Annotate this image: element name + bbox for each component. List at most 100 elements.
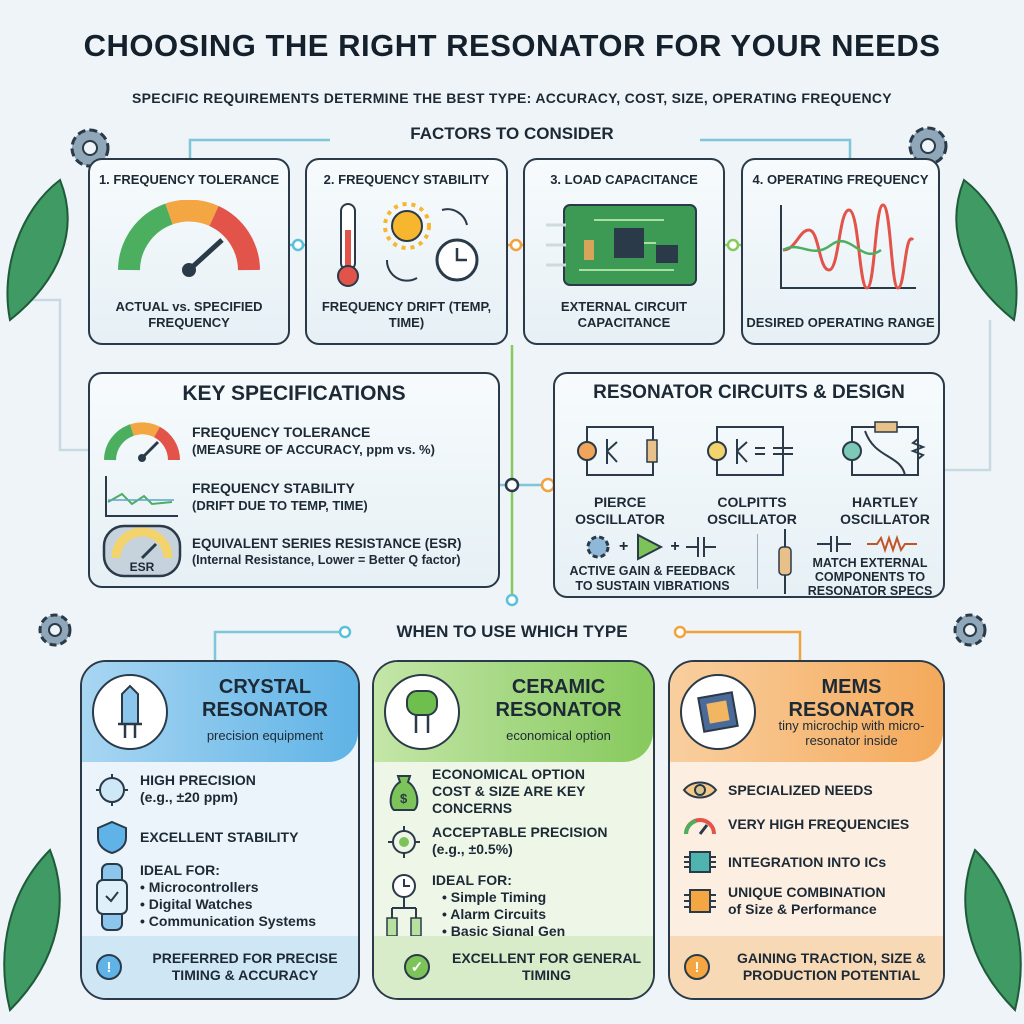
plus-sign: +: [670, 538, 680, 555]
point-title: INTEGRATION INTO ICs: [728, 853, 887, 870]
gear-icon: [953, 613, 987, 647]
warning-icon: !: [684, 954, 710, 980]
gain-feedback-text: ACTIVE GAIN & FEEDBACK TO SUSTAIN VIBRAT…: [569, 564, 736, 593]
line-graph-icon: [105, 476, 178, 517]
gear-icon: [38, 613, 72, 647]
type-footer: PREFERRED FOR PRECISE TIMING & ACCURACY: [152, 950, 338, 983]
factors-heading: FACTORS TO CONSIDER: [410, 124, 614, 143]
circuits-heading: RESONATOR CIRCUITS & DESIGN: [593, 382, 905, 403]
capacitor-icon: [685, 537, 716, 557]
resistor-icon: [778, 529, 792, 594]
leaf-icon: [955, 178, 1018, 322]
colpitts-oscillator-label: COLPITTS OSCILLATOR: [707, 494, 797, 527]
factor-title: 4. OPERATING FREQUENCY: [752, 172, 929, 187]
spec-sub: (MEASURE OF ACCURACY, ppm vs. %): [192, 442, 435, 457]
match-components-text: MATCH EXTERNAL COMPONENTS TO RESONATOR S…: [807, 556, 933, 598]
point-note: (e.g., ±20 ppm): [140, 789, 238, 805]
capacitor-inductor-icon: [817, 534, 917, 554]
precision-dial-icon: [96, 774, 128, 806]
factor-title: 3. LOAD CAPACITANCE: [550, 172, 698, 187]
spec-sub: (DRIFT DUE TO TEMP, TIME): [192, 498, 368, 513]
gauge-icon: [118, 200, 260, 277]
hartley-oscillator-schematic-icon: [842, 421, 926, 476]
divider: [757, 534, 758, 589]
smartwatch-icon: [96, 863, 128, 931]
ideal-for-label: IDEAL FOR:: [432, 872, 512, 888]
type-name: MEMS RESONATOR: [788, 676, 915, 721]
ideal-item: Alarm Circuits: [442, 906, 565, 923]
pierce-oscillator-schematic-icon: [577, 426, 658, 476]
spec-sub: (Internal Resistance, Lower = Better Q f…: [192, 553, 461, 567]
factor-desc: EXTERNAL CIRCUIT CAPACITANCE: [560, 299, 688, 330]
esr-badge: ESR: [129, 560, 155, 574]
factor-title: 2. FREQUENCY STABILITY: [323, 172, 490, 187]
check-icon: ✓: [404, 954, 430, 980]
ic-chip-icon: [684, 889, 716, 913]
type-name: CRYSTAL RESONATOR: [202, 676, 328, 721]
page-title: CHOOSING THE RIGHT RESONATOR FOR YOUR NE…: [83, 28, 941, 63]
point-title: EXCELLENT STABILITY: [140, 828, 299, 845]
point-title: VERY HIGH FREQUENCIES: [728, 815, 910, 832]
money-bag-icon: $: [389, 775, 419, 811]
circuit-board-icon: [546, 204, 697, 286]
factor-card-load-capacitance: 3. LOAD CAPACITANCE EXTERNAL CIRCUIT CAP…: [523, 158, 725, 345]
ideal-item: Digital Watches: [140, 896, 316, 913]
ideal-for-label: IDEAL FOR:: [140, 862, 220, 878]
point-title: ECONOMICAL OPTION COST & SIZE ARE KEY CO…: [432, 766, 586, 816]
gauge-icon: [684, 818, 716, 835]
leaf-icon: [964, 848, 1022, 1012]
ideal-item: Communication Systems: [140, 913, 316, 930]
eye-icon: [682, 781, 718, 799]
leaf-icon: [3, 848, 61, 1012]
ic-chip-icon: [684, 851, 716, 873]
crystal-resonator-card: CRYSTAL RESONATOR precision equipment HI…: [80, 660, 360, 1000]
plus-sign: +: [619, 538, 629, 555]
key-specifications-panel: KEY SPECIFICATIONS FREQUENCY TOLERANCE (M…: [88, 372, 500, 588]
point-note: (e.g., ±0.5%): [432, 841, 513, 857]
point-title: SPECIALIZED NEEDS: [728, 781, 873, 798]
factor-card-frequency-tolerance: 1. FREQUENCY TOLERANCE ACTUAL vs. SPECIF…: [88, 158, 290, 345]
point-title: HIGH PRECISION: [140, 772, 256, 788]
resonator-circuits-panel: RESONATOR CIRCUITS & DESIGN PIERCE OSCIL…: [553, 372, 945, 598]
colpitts-oscillator-schematic-icon: [707, 426, 793, 476]
point-title: UNIQUE COMBINATION: [728, 884, 886, 900]
type-footer: GAINING TRACTION, SIZE & PRODUCTION POTE…: [737, 950, 926, 983]
leaf-icon: [6, 178, 69, 322]
amplifier-icon: [637, 533, 664, 561]
info-icon: !: [96, 954, 122, 980]
ideal-item: Basic Signal Gen: [442, 923, 565, 940]
waveform-icon: [779, 203, 916, 290]
factor-desc: FREQUENCY DRIFT (TEMP, TIME): [321, 299, 492, 330]
factor-card-operating-frequency: 4. OPERATING FREQUENCY DESIRED OPERATING…: [741, 158, 940, 345]
crystal-icon: [92, 674, 168, 750]
point-note: of Size & Performance: [728, 901, 877, 917]
thermometer-sun-clock-icon: [336, 202, 478, 287]
factor-desc: DESIRED OPERATING RANGE: [746, 315, 935, 330]
factor-desc: ACTUAL vs. SPECIFIED FREQUENCY: [115, 299, 263, 330]
types-heading: WHEN TO USE WHICH TYPE: [396, 622, 628, 641]
type-subtitle: economical option: [506, 728, 611, 743]
type-footer: EXCELLENT FOR GENERAL TIMING: [451, 950, 641, 983]
gear-icon: [586, 535, 610, 559]
spec-title: FREQUENCY TOLERANCE: [192, 424, 371, 440]
microchip-icon: [680, 674, 756, 750]
type-subtitle: tiny microchip with micro-resonator insi…: [778, 718, 925, 748]
shield-icon: [97, 820, 127, 854]
svg-text:$: $: [400, 791, 408, 806]
gain-feedback-icons: + +: [583, 532, 716, 562]
gear-icon: [908, 126, 948, 166]
gauge-icon: [104, 422, 180, 462]
ideal-item: Simple Timing: [442, 889, 565, 906]
gear-icon: [70, 128, 110, 168]
type-subtitle: precision equipment: [206, 728, 324, 743]
ideal-item: Microcontrollers: [140, 879, 316, 896]
point-title: ACCEPTABLE PRECISION: [432, 824, 608, 840]
mems-resonator-card: MEMS RESONATOR tiny microchip with micro…: [668, 660, 945, 1000]
factor-title: 1. FREQUENCY TOLERANCE: [98, 172, 280, 187]
esr-gauge-icon: ESR: [102, 524, 182, 578]
ceramic-resonator-card: CERAMIC RESONATOR economical option $ ECO…: [372, 660, 655, 1000]
ceramic-component-icon: [384, 674, 460, 750]
pierce-oscillator-label: PIERCE OSCILLATOR: [575, 494, 665, 527]
timer-circuit-icon: [386, 874, 422, 937]
spec-title: EQUIVALENT SERIES RESISTANCE (ESR): [192, 536, 462, 551]
